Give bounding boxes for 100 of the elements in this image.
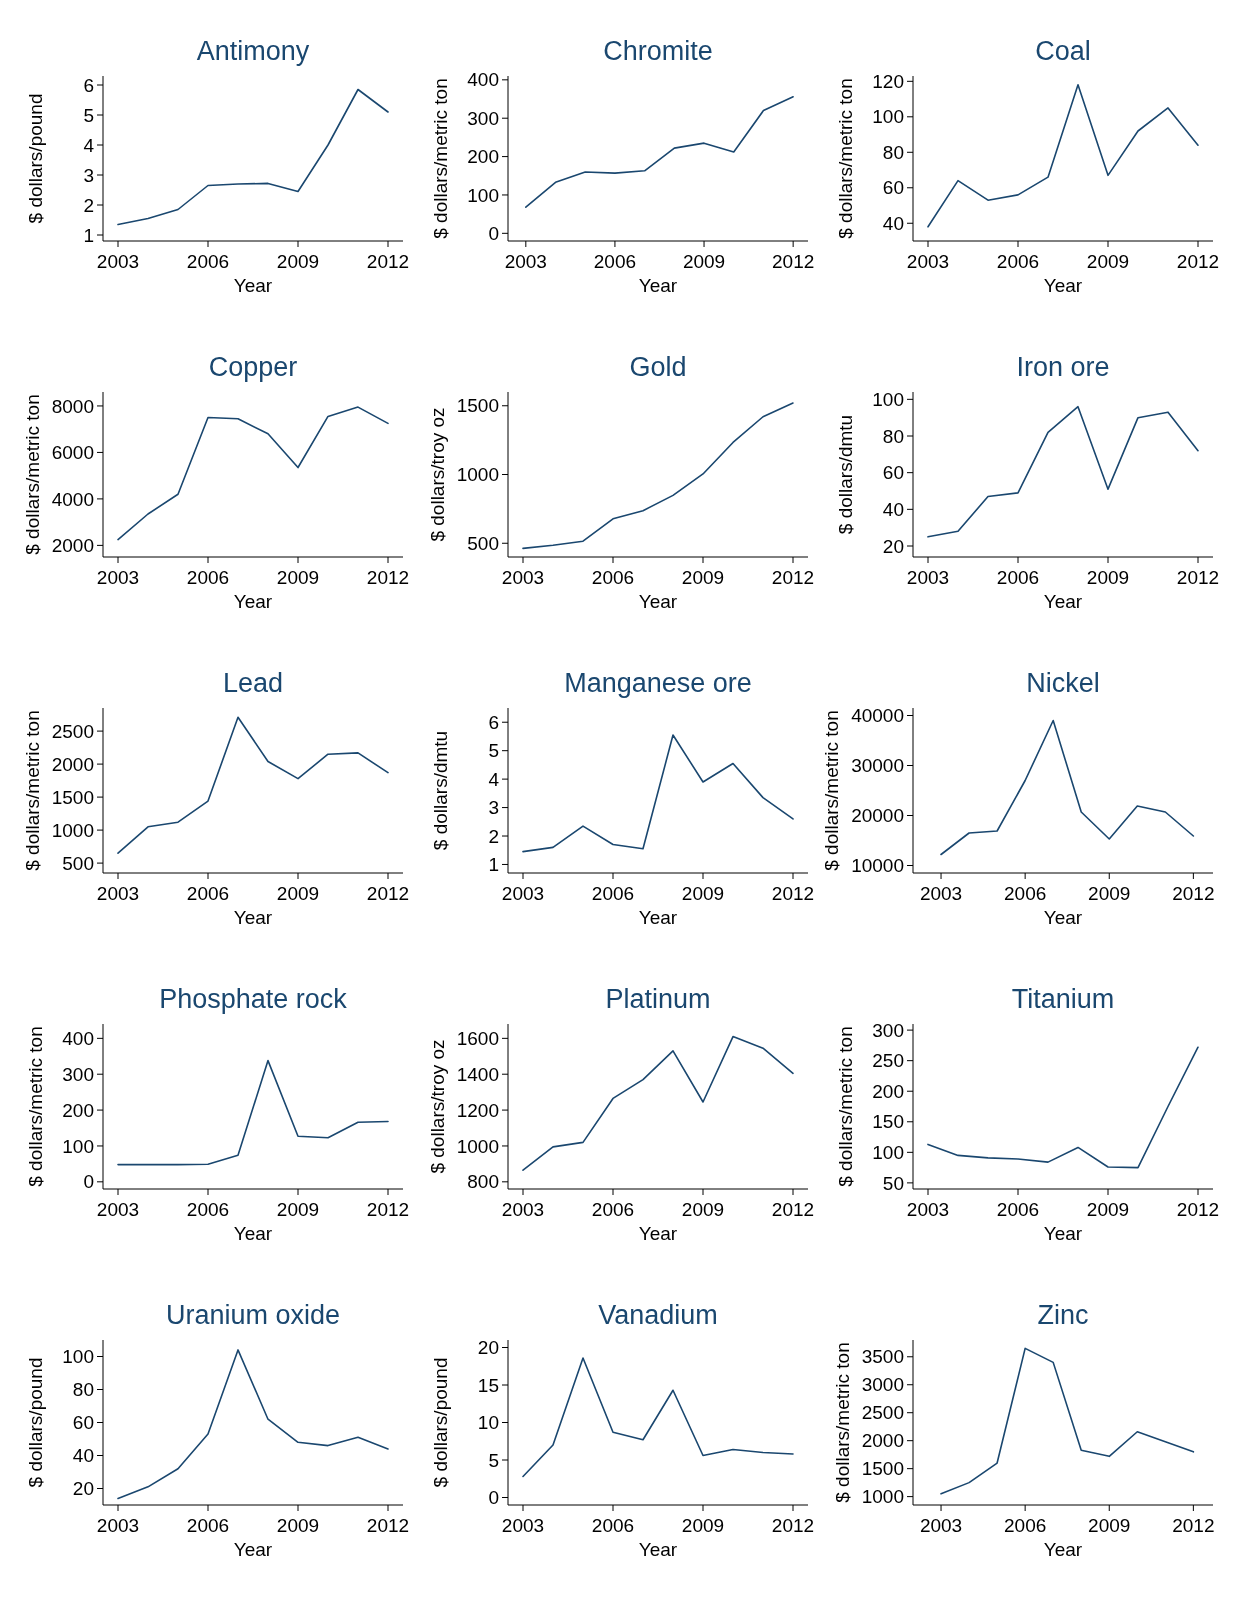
- line-series: [117, 1349, 389, 1500]
- x-tick-label: 2009: [681, 567, 725, 588]
- y-axis-title: $ dollars/dmtu: [430, 730, 451, 851]
- y-tick-label: 8000: [51, 395, 94, 417]
- x-axis-title: Year: [638, 275, 678, 296]
- x-tick-label: 2003: [501, 1199, 545, 1220]
- x-axis-title: Year: [233, 907, 273, 928]
- x-tick-label: 2003: [906, 567, 950, 588]
- x-tick-label: 2003: [96, 1515, 140, 1536]
- y-tick-label: 1000: [861, 1486, 904, 1508]
- y-axis-title: $ dollars/metric ton: [430, 78, 451, 239]
- y-tick-label: 2: [488, 825, 499, 847]
- x-axis-title: Year: [233, 1539, 273, 1560]
- y-axis-title: $ dollars/metric ton: [21, 710, 43, 871]
- y-tick-label: 800: [467, 1171, 499, 1193]
- x-tick-label: 2003: [919, 1515, 963, 1536]
- y-tick-label: 6: [488, 711, 499, 733]
- y-tick-label: 0: [83, 1171, 94, 1193]
- y-tick-label: 40: [72, 1445, 94, 1467]
- chart-title: Chromite: [603, 36, 713, 66]
- chart-title: Platinum: [605, 984, 711, 1014]
- x-tick-label: 2012: [1176, 567, 1220, 588]
- x-tick-label: 2009: [276, 251, 320, 272]
- y-tick-label: 2000: [861, 1430, 904, 1452]
- chart-title: Titanium: [1011, 984, 1115, 1014]
- y-axis-title: $ dollars/metric ton: [821, 710, 842, 871]
- x-axis-title: Year: [638, 1223, 678, 1244]
- y-axis-title: $ dollars/metric ton: [25, 1026, 46, 1187]
- chart-title: Antimony: [196, 36, 310, 66]
- chart-title: Gold: [629, 352, 687, 382]
- y-tick-label: 1500: [51, 786, 94, 808]
- chart-title: Lead: [222, 668, 284, 698]
- line-series: [117, 88, 389, 226]
- line-series: [927, 405, 1199, 538]
- y-tick-label: 100: [872, 1141, 904, 1163]
- y-tick-label: 1000: [51, 819, 94, 841]
- line-series: [117, 1059, 389, 1166]
- y-tick-label: 4: [488, 768, 500, 790]
- x-tick-label: 2003: [96, 567, 140, 588]
- x-axis-title: Year: [638, 591, 678, 612]
- line-series: [525, 95, 794, 209]
- line-series: [522, 734, 794, 853]
- x-tick-label: 2009: [681, 1515, 725, 1536]
- y-tick-label: 1600: [456, 1028, 499, 1049]
- y-tick-label: 50: [882, 1172, 904, 1194]
- line-series: [940, 1347, 1195, 1495]
- y-tick-label: 1: [488, 854, 499, 876]
- y-tick-label: 3: [83, 164, 94, 186]
- x-tick-label: 2012: [366, 251, 410, 272]
- chart-title: Vanadium: [598, 1300, 718, 1330]
- x-tick-label: 2009: [276, 1515, 320, 1536]
- y-tick-label: 20: [477, 1337, 499, 1359]
- y-tick-label: 1000: [456, 464, 499, 486]
- y-tick-label: 250: [872, 1050, 904, 1072]
- x-tick-label: 2003: [906, 1199, 950, 1220]
- x-tick-label: 2009: [681, 1199, 725, 1220]
- line-series: [522, 402, 794, 550]
- chart-title: Coal: [1035, 36, 1091, 66]
- x-tick-label: 2012: [366, 1199, 410, 1220]
- y-tick-label: 100: [872, 388, 904, 410]
- x-axis-title: Year: [638, 907, 678, 928]
- x-axis-title: Year: [1043, 907, 1083, 928]
- x-tick-label: 2009: [1086, 251, 1130, 272]
- y-tick-label: 4: [83, 134, 95, 156]
- y-tick-label: 60: [882, 462, 904, 484]
- chart-title: Zinc: [1037, 1300, 1089, 1330]
- y-tick-label: 100: [62, 1135, 94, 1157]
- x-axis-title: Year: [638, 1539, 678, 1560]
- x-tick-label: 2012: [771, 1199, 815, 1220]
- y-tick-label: 20: [882, 535, 904, 557]
- y-tick-label: 40000: [851, 705, 904, 727]
- y-tick-label: 10: [477, 1412, 499, 1434]
- y-tick-label: 2000: [51, 535, 94, 557]
- x-tick-label: 2009: [1086, 1199, 1130, 1220]
- y-tick-label: 100: [872, 106, 904, 128]
- y-tick-label: 40: [882, 498, 904, 520]
- y-tick-label: 6: [83, 74, 94, 96]
- y-tick-label: 0: [488, 222, 499, 244]
- line-series: [117, 406, 389, 541]
- x-tick-label: 2012: [366, 1515, 410, 1536]
- y-tick-label: 0: [488, 1487, 499, 1509]
- y-tick-label: 400: [467, 69, 499, 91]
- y-tick-label: 3: [488, 797, 499, 819]
- chart-title: Manganese ore: [564, 668, 752, 698]
- x-tick-label: 2006: [591, 883, 635, 904]
- y-tick-label: 500: [62, 852, 94, 874]
- x-axis-title: Year: [233, 275, 273, 296]
- y-tick-label: 200: [62, 1099, 94, 1121]
- y-tick-label: 1: [83, 224, 94, 246]
- y-tick-label: 100: [62, 1346, 94, 1368]
- x-tick-label: 2012: [1172, 1515, 1215, 1536]
- y-axis-title: $ dollars/troy oz: [426, 407, 448, 542]
- y-tick-label: 5: [83, 104, 94, 126]
- x-tick-label: 2012: [1176, 251, 1220, 272]
- x-axis-title: Year: [1043, 275, 1083, 296]
- y-tick-label: 20000: [851, 805, 904, 827]
- y-tick-label: 40: [882, 212, 904, 234]
- y-tick-label: 15: [477, 1374, 499, 1396]
- x-tick-label: 2006: [591, 1515, 635, 1536]
- y-axis-title: $ dollars/metric ton: [835, 78, 856, 239]
